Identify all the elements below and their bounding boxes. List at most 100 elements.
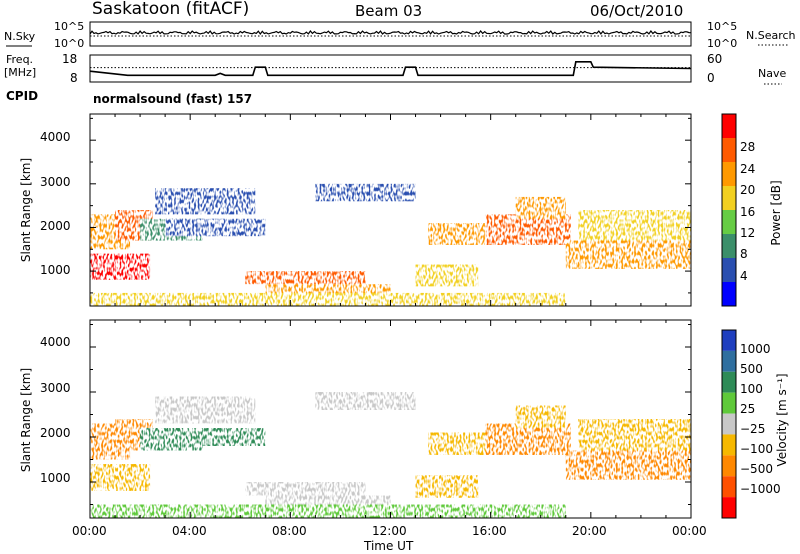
power-colorbar-segment: [722, 114, 736, 138]
velocity-echo-region: [515, 405, 566, 428]
power-range-tick-1000: 1000: [40, 263, 71, 277]
vel-cb-tick-500: 500: [740, 362, 763, 376]
power-echo-region: [415, 264, 479, 287]
velocity-echo-region: [90, 504, 566, 518]
power-colorbar-segment: [722, 186, 736, 210]
station-title: Saskatoon (fitACF): [92, 0, 250, 19]
frequency-line: [89, 61, 692, 77]
freq-left-tick-low: 8: [70, 71, 78, 85]
power-cb-tick-12: 12: [740, 226, 756, 240]
power-echo-region: [165, 218, 266, 237]
time-tick-1: 04:00: [172, 524, 207, 538]
power-echo-region: [485, 214, 571, 245]
noise-right-tick-high: 10^5: [707, 20, 738, 33]
vel-cb-tick-neg25: −25: [740, 422, 766, 436]
noise-sky-line: [89, 30, 692, 36]
velocity-colorbar-segment: [722, 476, 736, 498]
velocity-echo-region: [578, 419, 691, 451]
velocity-colorbar-segment: [722, 455, 736, 477]
vel-cb-tick-100: 100: [740, 382, 763, 396]
velocity-echo-region: [155, 396, 256, 424]
velocity-echo-region: [415, 475, 479, 498]
velocity-colorbar-segment: [722, 330, 736, 351]
power-echo-region: [245, 271, 366, 285]
power-cb-tick-4: 4: [740, 269, 748, 283]
beam-label: Beam 03: [355, 2, 423, 20]
power-cb-tick-28: 28: [740, 140, 756, 154]
velocity-echo-region: [90, 464, 151, 491]
power-echo-region: [265, 284, 391, 296]
axis-ticks: [89, 114, 692, 518]
nave-label: Nave: [758, 67, 787, 80]
power-echo-region: [90, 292, 566, 306]
freq-label-line1: Freq.: [6, 53, 34, 66]
velocity-colorbar-segment: [722, 371, 736, 393]
freq-panel-frame: [89, 54, 692, 83]
noise-right-tick-low: 10^0: [707, 37, 738, 50]
vel-cb-tick-neg100: −100: [740, 442, 773, 456]
power-colorbar-segment: [722, 210, 736, 234]
vel-cb-tick-neg500: −500: [740, 462, 773, 476]
power-colorbar-segment: [722, 234, 736, 258]
velocity-echo-region: [245, 482, 366, 496]
time-tick-2: 08:00: [272, 524, 307, 538]
noise-left-tick-low: 10^0: [54, 37, 85, 50]
velocity-range-tick-1000: 1000: [40, 471, 71, 485]
velocity-echo-region: [315, 392, 416, 410]
velocity-colorbar-segment: [722, 497, 736, 518]
velocity-echo-region: [485, 423, 571, 455]
vel-cb-tick-neg1000: −1000: [740, 482, 781, 496]
cpid-value: normalsound (fast) 157: [93, 92, 253, 106]
power-echo-region: [155, 188, 256, 215]
nave-right-tick-low: 0: [707, 71, 715, 85]
velocity-echo-region: [565, 450, 691, 480]
velocity-range-tick-2000: 2000: [40, 426, 71, 440]
time-tick-0: 00:00: [72, 524, 107, 538]
power-cb-tick-24: 24: [740, 162, 756, 176]
velocity-echo-region: [265, 495, 391, 507]
power-colorbar: [721, 113, 737, 307]
time-tick-4: 16:00: [472, 524, 507, 538]
velocity-range-axis-label: Slant Range [km]: [19, 367, 33, 473]
velocity-colorbar-segment: [722, 392, 736, 414]
power-range-tick-4000: 4000: [40, 130, 71, 144]
power-colorbar-segment: [722, 282, 736, 306]
nave-right-tick-high: 60: [707, 52, 723, 66]
power-range-axis-label: Slant Range [km]: [19, 157, 33, 263]
power-colorbar-label: Power [dB]: [769, 180, 783, 246]
power-range-tick-2000: 2000: [40, 219, 71, 233]
cpid-label: CPID: [6, 89, 39, 103]
power-cb-tick-16: 16: [740, 205, 756, 219]
power-echo-region: [90, 253, 151, 280]
freq-left-tick-high: 18: [62, 52, 78, 66]
power-cb-tick-20: 20: [740, 183, 756, 197]
power-echo-region: [578, 210, 691, 241]
freq-label-line2: [MHz]: [4, 66, 37, 79]
freq-trace: [89, 61, 692, 77]
power-cb-tick-8: 8: [740, 247, 748, 261]
power-colorbar-segment: [722, 162, 736, 186]
time-tick-3: 12:00: [372, 524, 407, 538]
velocity-colorbar-label: Velocity [m s⁻¹]: [775, 373, 789, 467]
velocity-range-tick-3000: 3000: [40, 381, 71, 395]
power-echo-region: [515, 196, 566, 219]
power-colorbar-segment: [722, 138, 736, 162]
time-tick-6: 00:00: [672, 524, 707, 538]
date-label: 06/Oct/2010: [590, 2, 684, 20]
velocity-colorbar-segment: [722, 413, 736, 435]
noise-left-tick-high: 10^5: [54, 20, 85, 33]
velocity-colorbar-segment: [722, 350, 736, 372]
velocity-range-tick-4000: 4000: [40, 335, 71, 349]
vel-cb-tick-25: 25: [740, 402, 756, 416]
noise-trace: [89, 30, 692, 37]
power-range-tick-3000: 3000: [40, 175, 71, 189]
power-echo-region: [315, 183, 416, 202]
time-axis-label: Time UT: [364, 539, 414, 553]
n-search-label: N.Search: [746, 29, 796, 42]
velocity-echo-map: [90, 392, 691, 518]
time-tick-5: 20:00: [572, 524, 607, 538]
velocity-echo-region: [165, 428, 266, 446]
velocity-colorbar: [721, 329, 737, 519]
